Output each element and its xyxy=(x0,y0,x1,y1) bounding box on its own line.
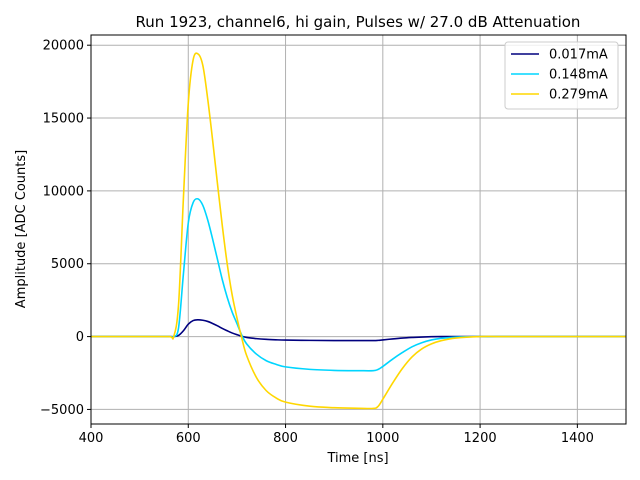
x-axis-label: Time [ns] xyxy=(326,451,388,466)
series-line-3 xyxy=(90,52,626,410)
x-tick-label: 400 xyxy=(79,431,104,446)
x-tick-label: 1400 xyxy=(561,431,594,446)
y-axis-label: Amplitude [ADC Counts] xyxy=(14,150,29,308)
x-tick-label: 1200 xyxy=(464,431,497,446)
chart-title: Run 1923, channel6, hi gain, Pulses w/ 2… xyxy=(136,13,581,31)
y-tick-label: 0 xyxy=(76,330,84,345)
x-tick-label: 800 xyxy=(273,431,298,446)
y-tick-label: 20000 xyxy=(43,39,84,54)
x-tick-label: 1000 xyxy=(366,431,399,446)
y-tick-label: 5000 xyxy=(51,257,84,272)
series-group xyxy=(90,52,626,410)
y-tick-label: 10000 xyxy=(43,184,84,199)
legend-label: 0.148mA xyxy=(549,68,608,83)
y-tick-label: 15000 xyxy=(43,112,84,127)
x-ticks: 400 600 800 1000 1200 1400 xyxy=(79,424,594,446)
plot-frame xyxy=(90,34,627,425)
legend-label: 0.279mA xyxy=(549,88,608,103)
y-tick-label: −5000 xyxy=(40,403,84,418)
y-ticks: −5000 0 5000 10000 15000 20000 xyxy=(40,39,91,418)
legend-label: 0.017mA xyxy=(549,48,608,63)
legend-box xyxy=(504,41,619,110)
series-line-1 xyxy=(90,319,626,342)
x-tick-label: 600 xyxy=(176,431,201,446)
series-line-2 xyxy=(90,197,626,372)
legend: 0.017mA 0.148mA 0.279mA xyxy=(504,41,619,110)
